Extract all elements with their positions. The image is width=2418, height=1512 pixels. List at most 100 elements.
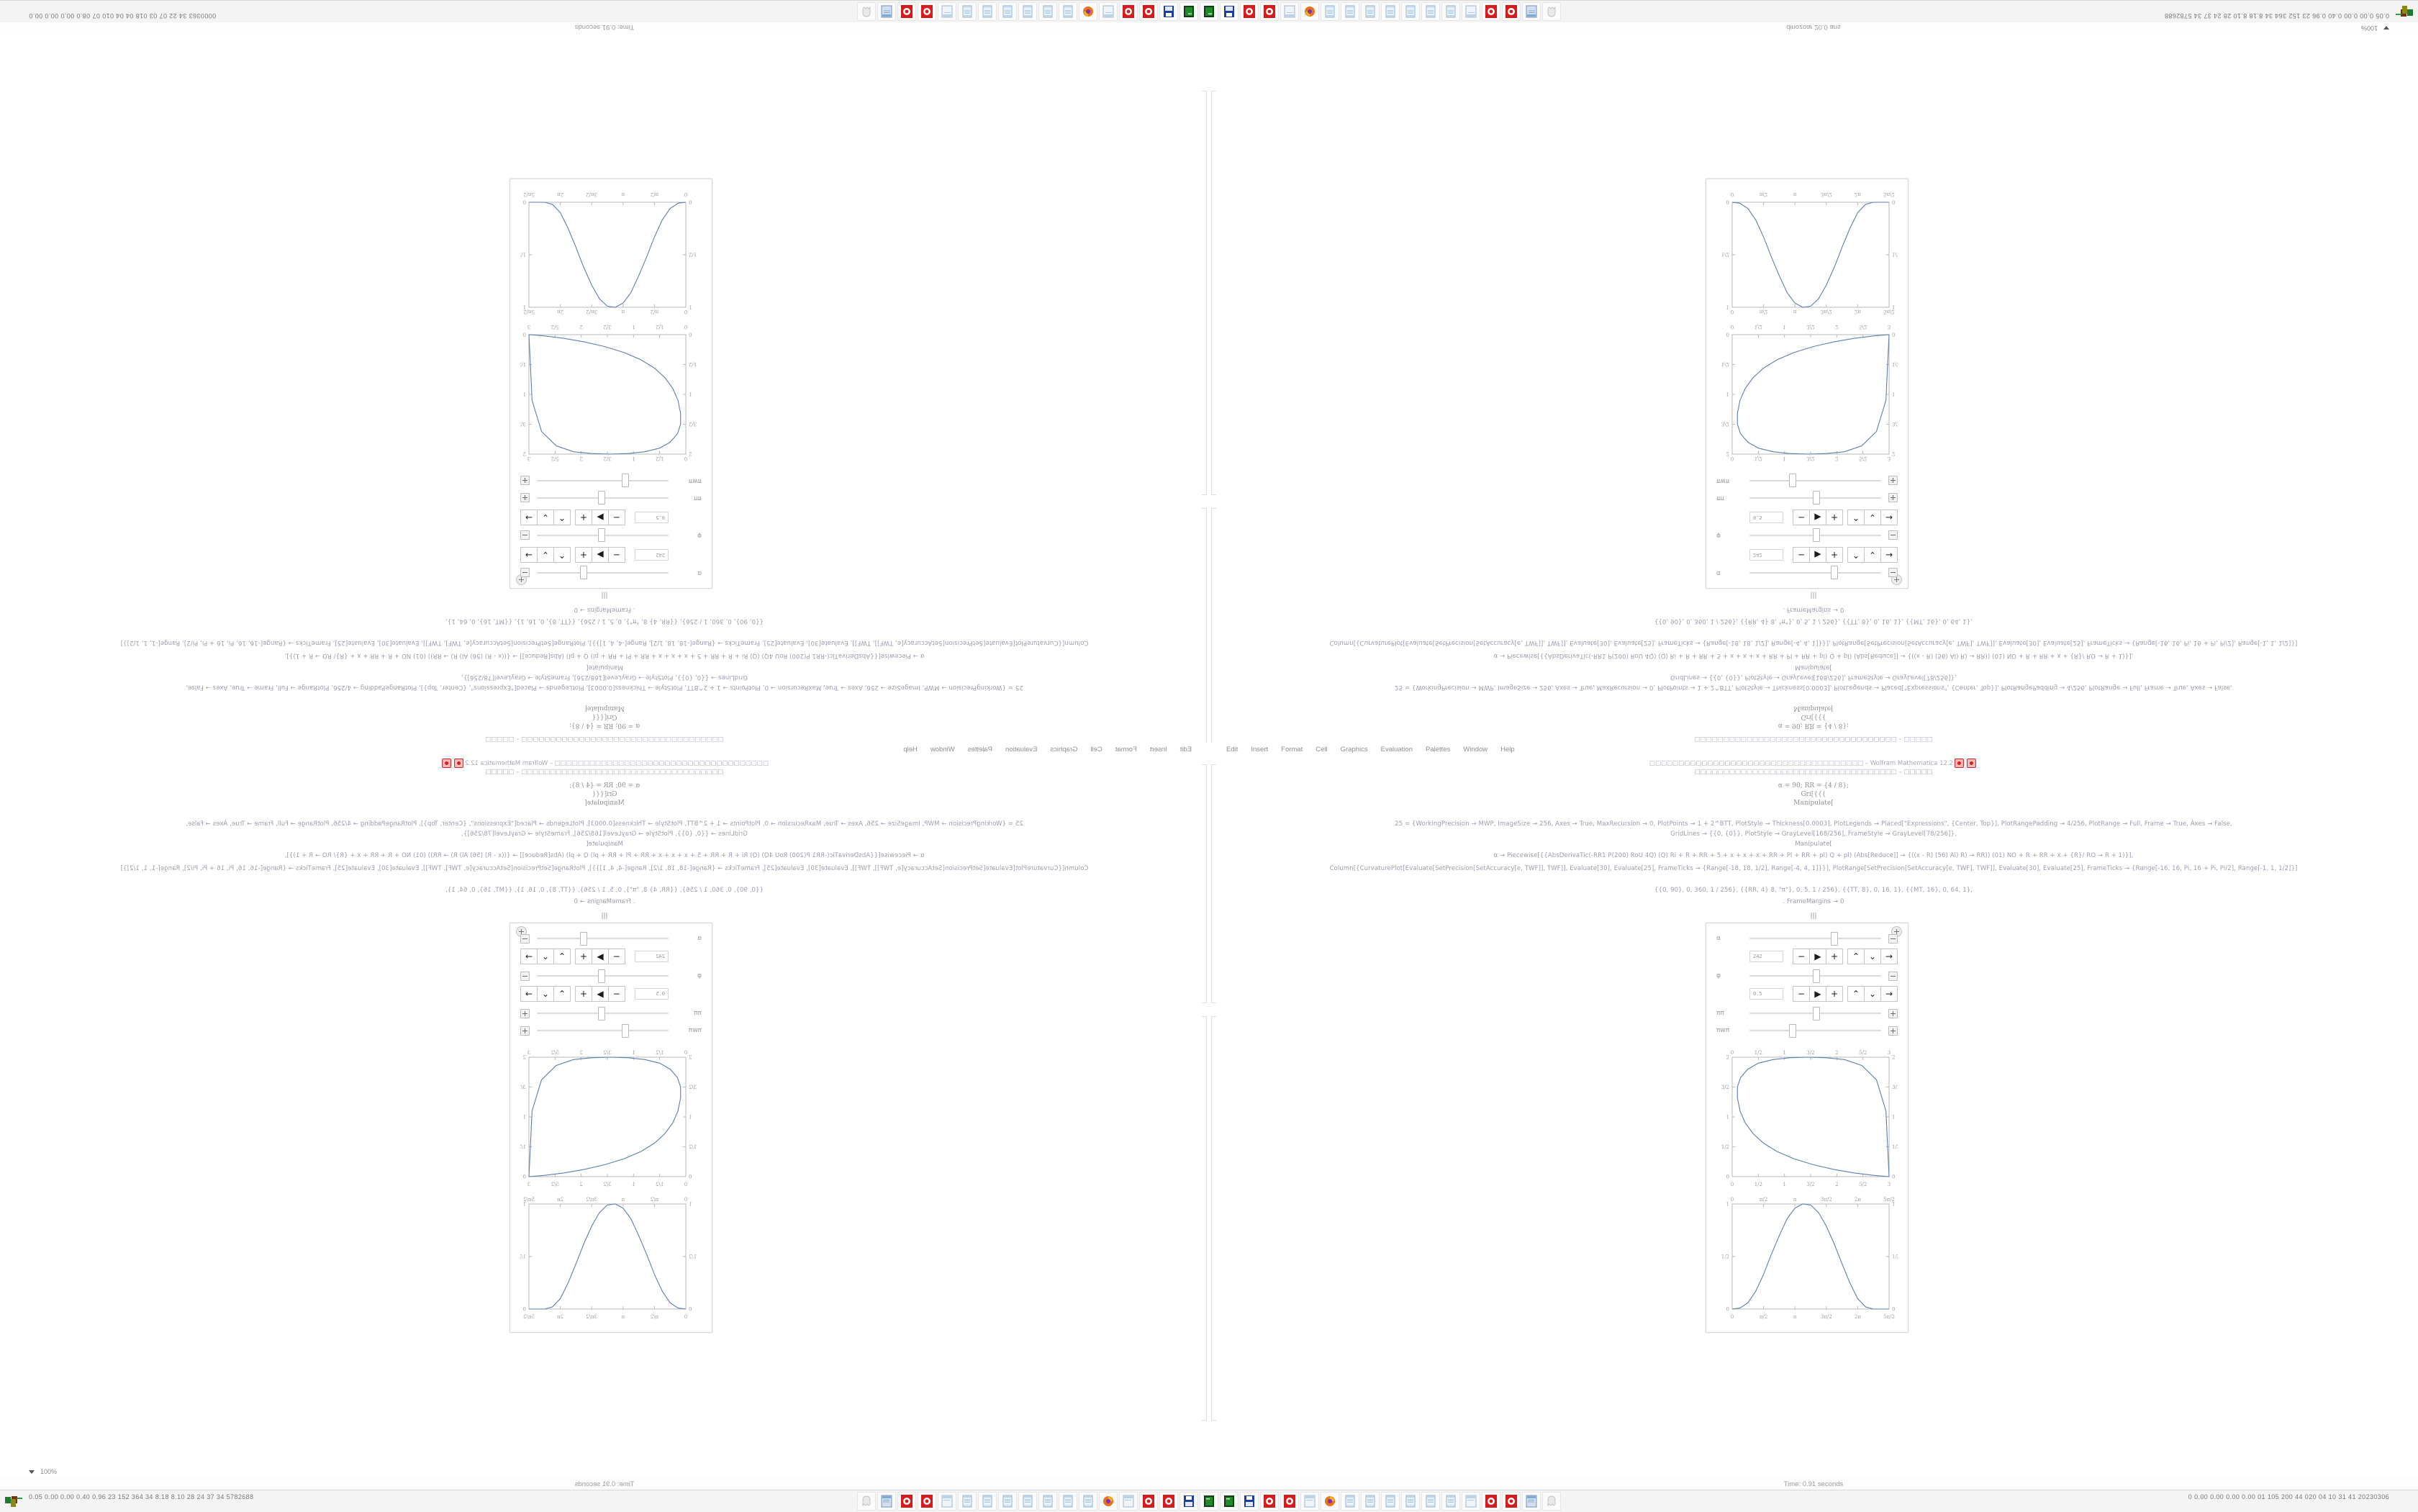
code-cell-header[interactable]: α = 90; RR = {4 / 8}; Gri[{{{Manipulate[ (569, 705, 640, 729)
slider-phi[interactable] (537, 969, 669, 983)
value-field-phi[interactable]: 0.5 (1749, 512, 1783, 523)
value-field-phi[interactable]: 0.5 (635, 988, 669, 1000)
app-icon-terminal-green[interactable] (1200, 2, 1218, 21)
slider-tt[interactable] (537, 1007, 669, 1020)
manipulate-panel[interactable]: α 242− ▶ + ⌃ ⌄ → φ 0.5− ▶ + ⌃ ⌄ → ππ πwπ 0 0 1/2 1/2 1 1 3/2 3/… (510, 178, 712, 589)
app-icon-notebook[interactable] (1421, 2, 1440, 21)
menu-item-help[interactable]: Help (903, 745, 918, 753)
menu-item-edit[interactable]: Edit (1226, 745, 1239, 753)
slider-phi[interactable] (1749, 528, 1881, 542)
app-icon-gear-red[interactable] (1482, 1492, 1500, 1511)
speed-up-button[interactable]: ⌃ (1847, 949, 1865, 964)
code-line[interactable]: {{0, 90}, 0, 360, 1 / 256}, {{RR, 4} 8, … (445, 887, 764, 894)
play-button[interactable]: ▶ (1809, 986, 1826, 1002)
speed-up-button[interactable]: ⌃ (553, 547, 571, 563)
speed-down-button[interactable]: ⌄ (537, 547, 554, 563)
slider-mt[interactable] (1749, 1024, 1881, 1038)
code-line[interactable]: Column[{CurvaturePlot[Evaluate[SetPrecis… (120, 865, 1089, 872)
slider-thumb[interactable] (579, 932, 587, 946)
app-icon-notebook[interactable] (1038, 1492, 1057, 1511)
chevron-down-icon[interactable] (29, 1470, 35, 1474)
app-icon-terminal-green[interactable] (1179, 2, 1198, 21)
slider-thumb[interactable] (622, 1024, 630, 1038)
error-badge-icon[interactable] (1967, 759, 1977, 768)
reset-button[interactable]: → (520, 949, 538, 964)
cell-bracket[interactable] (1202, 508, 1207, 747)
app-icon-notebook[interactable] (978, 1492, 997, 1511)
app-icon-gear-red[interactable] (1240, 2, 1259, 21)
collapse-control-button[interactable] (520, 530, 530, 540)
menu-item-palettes[interactable]: Palettes (967, 745, 992, 753)
collapse-control-button[interactable] (1888, 933, 1898, 943)
start-button-top[interactable] (2395, 4, 2414, 19)
app-icon-firefox[interactable] (1079, 2, 1097, 21)
app-icon-notebook[interactable] (1038, 2, 1057, 21)
menu-item-cell[interactable]: Cell (1316, 745, 1328, 753)
slider-phi[interactable] (537, 528, 669, 542)
menu-item-format[interactable]: Format (1281, 745, 1303, 753)
code-line[interactable]: Manipulate[ (1795, 841, 1832, 848)
step-back-button[interactable]: − (1793, 949, 1810, 964)
code-line[interactable]: GridLines → {{0, {0}}, PlotStyle → GrayL… (1670, 830, 1957, 838)
menu-item-graphics[interactable]: Graphics (1050, 745, 1078, 753)
slider-mt[interactable] (1749, 474, 1881, 487)
app-icon-notebook[interactable] (1441, 2, 1460, 21)
app-icon-notebook[interactable] (1341, 1492, 1359, 1511)
reset-button[interactable]: → (1880, 547, 1898, 563)
app-icon-notebook[interactable] (1079, 1492, 1097, 1511)
value-field-alpha[interactable]: 242 (1749, 951, 1783, 962)
code-line[interactable]: {{0, 90}, 0, 360, 1 / 256}, {{RR, 4} 8, … (445, 617, 764, 625)
app-icon-window-pale[interactable] (1280, 2, 1299, 21)
animation-buttons-phi[interactable]: − ▶ + ⌃ ⌄ → (1793, 986, 1898, 1002)
app-icon-window-blue[interactable] (1522, 2, 1541, 21)
menu-item-window[interactable]: Window (1463, 745, 1488, 753)
expand-control-button[interactable] (520, 476, 530, 486)
code-line[interactable]: α → Piecewise[{{AbsDerivaTic(-RR1 P(200)… (284, 852, 925, 859)
collapse-control-button[interactable] (1888, 971, 1898, 981)
app-icon-ghost[interactable] (1542, 2, 1561, 21)
app-icon-save-blue[interactable] (1159, 2, 1178, 21)
step-forward-button[interactable]: + (1826, 949, 1843, 964)
app-icon-notebook[interactable] (1018, 1492, 1037, 1511)
app-icon-gear-red[interactable] (1280, 1492, 1299, 1511)
code-line[interactable]: 25 = {WorkingPrecision → MWP, ImageSize … (186, 820, 1023, 828)
collapse-control-button[interactable] (1888, 568, 1898, 578)
app-icon-gear-red[interactable] (1260, 2, 1279, 21)
menu-item-edit[interactable]: Edit (1179, 745, 1192, 753)
collapse-control-button[interactable] (520, 971, 530, 981)
manipulate-panel[interactable]: α 242− ▶ + ⌃ ⌄ → φ 0.5− ▶ + ⌃ ⌄ → ππ πwπ 0 0 1/2 1/2 1 1 3/2 3/… (1706, 923, 1908, 1333)
error-badge-icon[interactable] (1955, 759, 1965, 768)
slider-thumb[interactable] (598, 969, 606, 983)
teardrop-parametric-plot[interactable]: 001/21/2113/23/2225/25/233001/21/2113/23… (1713, 319, 1901, 463)
collapse-control-button[interactable] (520, 933, 530, 943)
code-line[interactable]: Column[{CurvaturePlot[Evaluate[SetPrecis… (1329, 639, 2298, 646)
code-line[interactable]: GridLines → {{0, {0}}, PlotStyle → GrayL… (1670, 674, 1957, 681)
expand-control-button[interactable] (1888, 1008, 1898, 1018)
app-icon-ghost[interactable] (857, 1492, 876, 1511)
slider-thumb[interactable] (1831, 566, 1839, 579)
speed-down-button[interactable]: ⌄ (1864, 510, 1881, 525)
value-field-phi[interactable]: 0.5 (635, 512, 669, 523)
expand-control-button[interactable] (1888, 476, 1898, 486)
menu-bar[interactable]: Edit Insert Format Cell Graphics Evaluation Pa… (1209, 743, 2418, 756)
collapse-control-button[interactable] (1888, 530, 1898, 540)
step-back-button[interactable]: − (608, 547, 625, 563)
slider-thumb[interactable] (598, 491, 606, 504)
value-field-alpha[interactable]: 242 (635, 951, 669, 962)
taskbar-icons-bottom[interactable] (0, 1490, 2418, 1512)
app-icon-notebook[interactable] (1361, 2, 1380, 21)
slider-thumb[interactable] (1812, 528, 1820, 542)
code-line[interactable]: . FrameMargins → 0 (574, 606, 635, 613)
slider-thumb[interactable] (1812, 1007, 1820, 1020)
teardrop-parametric-plot[interactable]: 001/21/2113/23/2225/25/233001/21/2113/23… (517, 1049, 705, 1192)
step-back-button[interactable]: − (608, 949, 625, 964)
step-back-button[interactable]: − (1793, 986, 1810, 1002)
animation-buttons-phi[interactable]: − ▶ + ⌃ ⌄ → (520, 986, 625, 1002)
app-icon-notebook[interactable] (958, 2, 977, 21)
code-line[interactable]: Column[{CurvaturePlot[Evaluate[SetPrecis… (120, 639, 1089, 646)
error-badge-icon[interactable] (441, 759, 451, 768)
manipulate-panel[interactable]: α 242− ▶ + ⌃ ⌄ → φ 0.5− ▶ + ⌃ ⌄ → ππ πwπ 0 0 1/2 1/2 1 1 3/2 3/… (510, 923, 712, 1333)
app-icon-notebook[interactable] (1421, 1492, 1440, 1511)
